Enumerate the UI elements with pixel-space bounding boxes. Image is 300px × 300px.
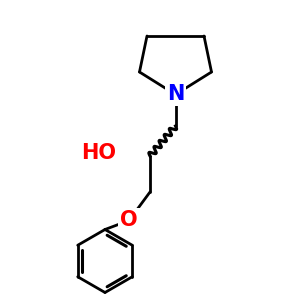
Text: N: N xyxy=(167,85,184,104)
Text: HO: HO xyxy=(82,143,116,163)
Text: O: O xyxy=(120,211,138,230)
